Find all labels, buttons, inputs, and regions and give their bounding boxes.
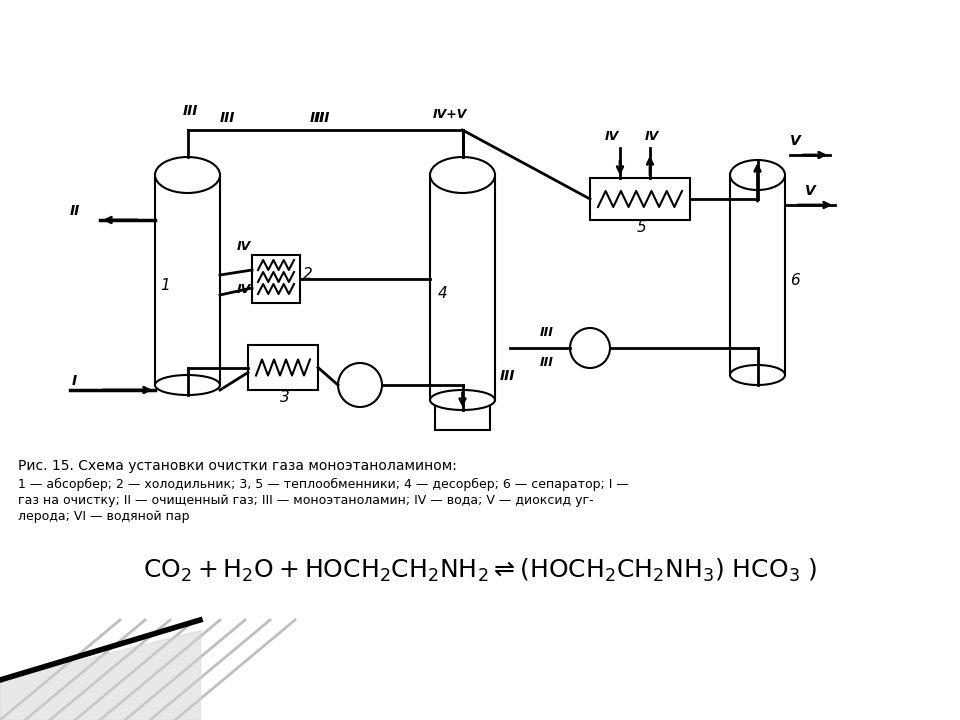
Bar [730, 175, 785, 375]
Bar [248, 345, 318, 390]
Text: III: III [315, 111, 330, 125]
Text: I: I [72, 374, 77, 388]
Bar [435, 395, 490, 430]
Ellipse shape [730, 365, 785, 385]
Text: 4: 4 [438, 286, 447, 300]
Text: III: III [220, 111, 235, 125]
Ellipse shape [430, 390, 495, 410]
Text: V: V [790, 134, 801, 148]
Text: V: V [805, 184, 816, 198]
Bar [252, 255, 300, 303]
Ellipse shape [155, 375, 220, 395]
Text: IV+V: IV+V [433, 108, 467, 121]
Text: IV: IV [645, 130, 660, 143]
Bar [590, 178, 690, 220]
Text: газ на очистку; II — очищенный газ; III — моноэтаноламин; IV — вода; V — диоксид: газ на очистку; II — очищенный газ; III … [18, 494, 593, 507]
Bar [155, 175, 220, 385]
Ellipse shape [338, 363, 382, 407]
Text: 5: 5 [637, 220, 647, 235]
Text: IV: IV [237, 283, 252, 296]
Text: IV: IV [237, 240, 252, 253]
Text: 1 — абсорбер; 2 — холодильник; 3, 5 — теплообменники; 4 — десорбер; 6 — сепарато: 1 — абсорбер; 2 — холодильник; 3, 5 — те… [18, 478, 629, 491]
Ellipse shape [430, 157, 495, 193]
Text: II: II [70, 204, 81, 218]
Text: III: III [182, 104, 198, 118]
Ellipse shape [155, 157, 220, 193]
Ellipse shape [730, 160, 785, 190]
Text: III: III [540, 326, 554, 339]
Ellipse shape [570, 328, 610, 368]
Text: III: III [310, 111, 325, 125]
Text: Рис. 15. Схема установки очистки газа моноэтаноламином:: Рис. 15. Схема установки очистки газа мо… [18, 459, 457, 473]
Text: IV: IV [605, 130, 619, 143]
Text: $\mathrm{CO_2 + H_2O + HOCH_2CH_2NH_2 \rightleftharpoons (HOCH_2CH_2NH_3)\ HCO_3: $\mathrm{CO_2 + H_2O + HOCH_2CH_2NH_2 \r… [143, 557, 817, 584]
Text: III: III [500, 369, 516, 383]
Text: 3: 3 [280, 390, 290, 405]
Text: лерода; VI — водяной пар: лерода; VI — водяной пар [18, 510, 189, 523]
Text: 2: 2 [303, 267, 313, 282]
Text: III: III [540, 356, 554, 369]
Bar [430, 175, 495, 400]
Text: 1: 1 [160, 278, 170, 293]
Text: 6: 6 [790, 273, 800, 288]
